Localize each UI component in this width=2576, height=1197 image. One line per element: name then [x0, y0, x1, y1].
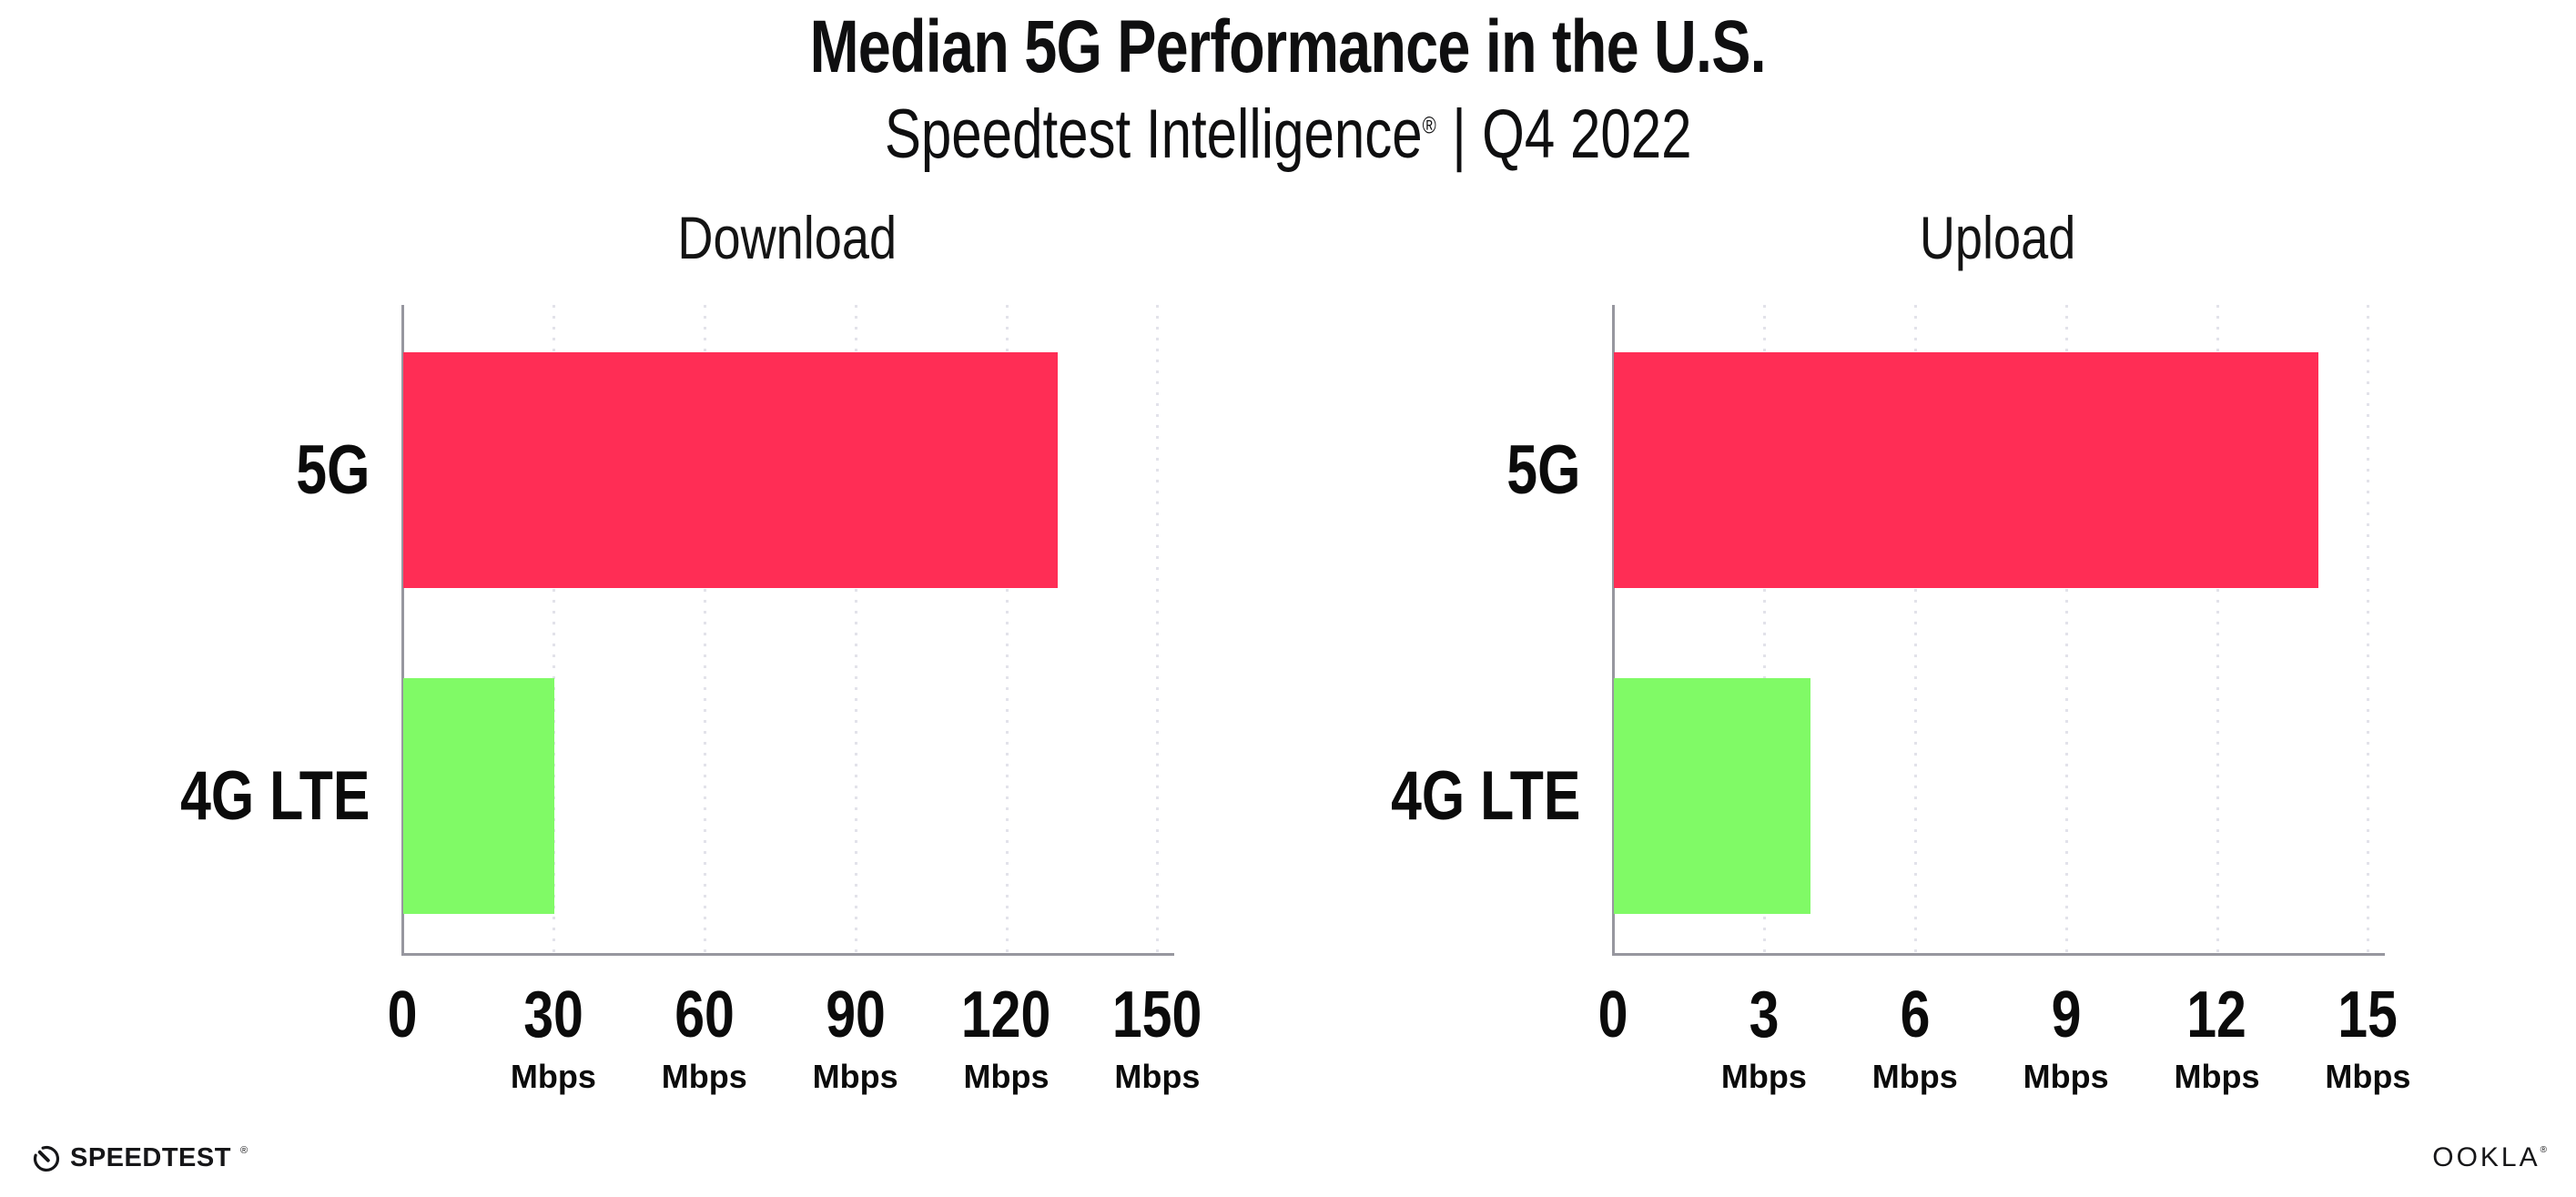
category-label-4g-lte: 4G LTE [1171, 756, 1580, 835]
x-axis-line [401, 953, 1174, 956]
bar-5g [403, 352, 1058, 589]
x-tick-value: 15 [2291, 979, 2444, 1050]
subtitle-brand: Speedtest Intelligence [884, 96, 1423, 173]
y-axis-line [1612, 305, 1615, 954]
x-tick-unit: Mbps [510, 1058, 596, 1095]
x-tick-value: 60 [628, 979, 781, 1050]
category-label-4g-lte: 4G LTE [0, 756, 370, 835]
x-tick-number: 0 [1597, 979, 1628, 1051]
category-label-5g: 5G [0, 431, 370, 509]
x-tick-unit: Mbps [812, 1058, 898, 1095]
x-tick-30: 30 Mbps [477, 979, 630, 1096]
chart-title-download: Download [402, 203, 1172, 272]
bar-4g-lte [403, 678, 554, 915]
x-tick-number: 6 [1900, 979, 1931, 1051]
x-tick-number: 9 [2051, 979, 2082, 1051]
gridline-30 [552, 305, 555, 954]
x-tick-number: 150 [1112, 979, 1202, 1051]
x-tick-150: 150 Mbps [1080, 979, 1233, 1096]
speedtest-gauge-icon [34, 1145, 60, 1172]
x-tick-unit: Mbps [661, 1058, 747, 1095]
x-tick-number: 0 [387, 979, 418, 1051]
x-tick-value: 6 [1839, 979, 1992, 1050]
x-tick-unit: Mbps [963, 1058, 1050, 1095]
x-tick-0: 0 [326, 979, 479, 1050]
gridline-12 [2216, 305, 2219, 954]
x-tick-number: 12 [2186, 979, 2247, 1051]
bar-4g-lte [1614, 678, 1810, 915]
x-tick-value: 9 [1990, 979, 2143, 1050]
x-tick-number: 3 [1749, 979, 1780, 1051]
category-label-text: 5G [1506, 431, 1580, 509]
x-tick-value: 0 [326, 979, 479, 1050]
gridline-120 [1005, 305, 1009, 954]
x-tick-12: 12 Mbps [2141, 979, 2294, 1096]
x-tick-value: 3 [1688, 979, 1841, 1050]
bar-5g [1614, 352, 2319, 589]
gridline-3 [1762, 305, 1766, 954]
gridline-90 [854, 305, 857, 954]
x-tick-unit: Mbps [2325, 1058, 2411, 1095]
x-tick-unit: Mbps [1871, 1058, 1958, 1095]
ookla-logo: OOKLA ® [2432, 1142, 2547, 1173]
x-tick-number: 60 [674, 979, 735, 1051]
ookla-wordmark: OOKLA [2432, 1142, 2541, 1172]
x-tick-6: 6 Mbps [1839, 979, 1992, 1096]
chart-title-upload: Upload [1613, 203, 2383, 272]
x-tick-value: 150 [1080, 979, 1233, 1050]
x-tick-number: 120 [961, 979, 1051, 1051]
x-tick-number: 30 [523, 979, 583, 1051]
x-tick-3: 3 Mbps [1688, 979, 1841, 1096]
registered-mark-icon: ® [1422, 111, 1436, 139]
category-label-5g: 5G [1171, 431, 1580, 509]
category-label-text: 4G LTE [1390, 756, 1580, 835]
x-tick-value: 12 [2141, 979, 2294, 1050]
x-tick-value: 0 [1536, 979, 1689, 1050]
page-title: Median 5G Performance in the U.S. [0, 4, 2576, 91]
category-label-text: 5G [295, 431, 370, 509]
x-tick-value: 30 [477, 979, 630, 1050]
page-title-text: Median 5G Performance in the U.S. [809, 5, 1767, 88]
x-tick-120: 120 Mbps [930, 979, 1083, 1096]
subtitle-separator: | [1452, 96, 1466, 173]
gridline-60 [703, 305, 706, 954]
category-label-text: 4G LTE [179, 756, 370, 835]
plot-upload: Upload 5G 4G LTE 0 3 Mbps 6 Mbps 9 Mbps 12 Mbps 15 Mb… [1391, 204, 2411, 1095]
ookla-registered-mark-icon: ® [2540, 1144, 2547, 1155]
x-tick-value: 120 [930, 979, 1083, 1050]
gridline-6 [1913, 305, 1917, 954]
gridline-15 [2367, 305, 2370, 954]
gridline-150 [1156, 305, 1160, 954]
x-tick-value: 90 [779, 979, 932, 1050]
chart-title-text: Download [677, 204, 898, 271]
x-tick-15: 15 Mbps [2291, 979, 2444, 1096]
x-tick-unit: Mbps [1114, 1058, 1201, 1095]
speedtest-wordmark: SPEEDTEST [70, 1143, 231, 1172]
y-axis-line [401, 305, 404, 954]
x-tick-9: 9 Mbps [1990, 979, 2143, 1096]
x-tick-unit: Mbps [1720, 1058, 1807, 1095]
gridline-9 [2064, 305, 2068, 954]
x-tick-90: 90 Mbps [779, 979, 932, 1096]
x-tick-unit: Mbps [2023, 1058, 2109, 1095]
x-tick-unit: Mbps [2174, 1058, 2260, 1095]
page-subtitle: Speedtest Intelligence® | Q4 2022 [0, 93, 2576, 177]
plot-download: Download 5G 4G LTE 0 30 Mbps 60 Mbps 90 Mbps 120 Mb… [180, 204, 1202, 1095]
subtitle-period: Q4 2022 [1481, 96, 1692, 173]
speedtest-logo: SPEEDTEST ® [32, 1143, 248, 1173]
x-tick-0: 0 [1536, 979, 1689, 1050]
x-tick-number: 90 [825, 979, 886, 1051]
x-axis-line [1612, 953, 2385, 956]
x-tick-60: 60 Mbps [628, 979, 781, 1096]
speedtest-registered-mark-icon: ® [239, 1144, 248, 1156]
x-tick-number: 15 [2338, 979, 2399, 1051]
chart-title-text: Upload [1920, 204, 2076, 271]
